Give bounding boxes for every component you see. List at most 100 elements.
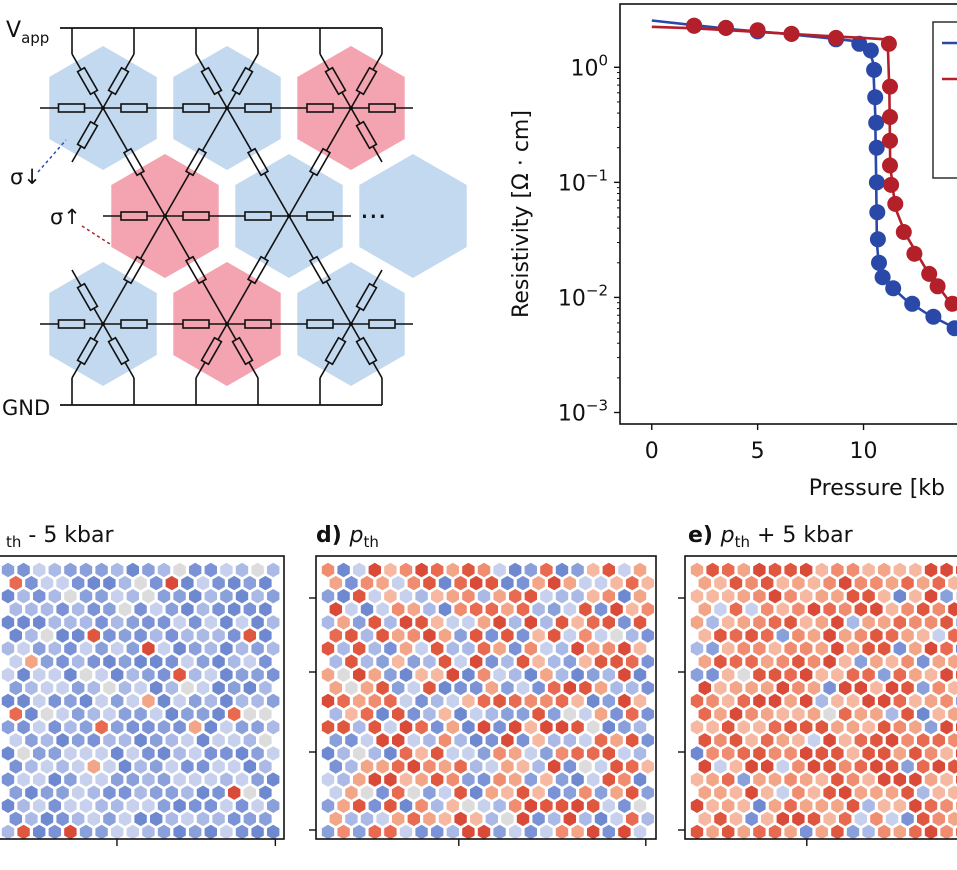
- lattice-site: [111, 824, 124, 839]
- lattice-site: [563, 759, 576, 774]
- lattice-site: [555, 641, 569, 656]
- lattice-site: [776, 575, 789, 591]
- lattice-site: [103, 759, 116, 774]
- lattice-site: [509, 720, 522, 735]
- lattice-site: [690, 562, 704, 578]
- lattice-site: [470, 785, 483, 800]
- lattice-site: [932, 654, 945, 669]
- lattice-site: [509, 589, 522, 604]
- lattice-site: [423, 654, 436, 669]
- lattice-site: [95, 746, 108, 761]
- lattice-site: [423, 602, 436, 617]
- lattice-site: [462, 667, 475, 682]
- lattice-site: [165, 811, 178, 827]
- lattice-site: [438, 785, 452, 800]
- lattice-site: [407, 706, 420, 722]
- wire: [288, 215, 315, 260]
- lattice-site: [831, 746, 844, 761]
- lattice-site: [854, 706, 867, 722]
- lattice-site: [111, 641, 124, 656]
- lattice-site: [909, 693, 922, 709]
- lattice-site: [641, 602, 654, 617]
- lattice-panel-at-threshold: d) pth: [309, 523, 657, 846]
- lattice-site: [706, 693, 719, 709]
- lattice-site: [150, 628, 163, 643]
- lattice-site: [360, 759, 374, 774]
- lattice-site: [753, 589, 766, 604]
- lattice-site: [540, 641, 553, 656]
- lattice-site: [745, 680, 758, 696]
- lattice-site: [321, 720, 335, 735]
- lattice-site: [477, 589, 491, 604]
- lattice-site: [243, 811, 256, 827]
- lattice-site: [862, 641, 875, 656]
- lattice-site: [524, 720, 537, 735]
- lattice-site: [259, 706, 272, 722]
- lattice-site: [729, 706, 743, 722]
- lattice-site: [501, 680, 514, 696]
- lattice-site: [368, 772, 381, 787]
- lattice-site: [610, 759, 623, 774]
- lattice-site: [571, 772, 584, 787]
- lattice-site: [189, 772, 202, 787]
- lattice-site: [784, 693, 797, 709]
- lattice-site: [360, 811, 374, 827]
- lattice-site: [399, 667, 413, 682]
- lattice-site: [150, 575, 163, 591]
- lattice-site: [548, 785, 561, 800]
- lattice-site: [79, 772, 93, 787]
- lattice-site: [64, 589, 77, 604]
- lattice-site: [228, 811, 241, 827]
- lattice-site: [181, 706, 194, 722]
- lattice-site: [95, 798, 108, 813]
- lattice-site: [337, 693, 350, 709]
- lattice-site: [753, 693, 766, 709]
- lattice-site: [95, 693, 108, 709]
- lattice-site: [454, 811, 467, 827]
- lattice-site: [267, 667, 280, 682]
- lattice-site: [56, 733, 69, 748]
- lattice-site: [776, 733, 789, 748]
- lattice-site: [594, 811, 608, 827]
- lattice-site: [571, 720, 584, 735]
- lattice-site: [571, 667, 584, 682]
- lattice-site: [126, 720, 139, 735]
- lattice-site: [353, 720, 366, 735]
- lattice-site: [768, 824, 782, 839]
- lattice-site: [485, 811, 498, 827]
- lattice-site: [259, 628, 272, 643]
- lattice-site: [722, 824, 735, 839]
- lattice-site: [745, 575, 758, 591]
- lattice-site: [940, 824, 953, 839]
- lattice-site: [893, 667, 906, 682]
- lattice-site: [509, 746, 522, 761]
- lattice-site: [610, 785, 623, 800]
- lattice-site: [823, 628, 836, 643]
- wire: [93, 307, 104, 325]
- lattice-site: [714, 811, 727, 827]
- lattice-site: [610, 575, 623, 591]
- lattice-site: [454, 759, 467, 774]
- lattice-site: [940, 693, 953, 709]
- wire: [102, 323, 113, 341]
- lattice-site: [321, 772, 335, 787]
- lattice-site: [626, 733, 639, 748]
- lattice-site: [384, 615, 397, 630]
- lattice-site: [846, 693, 860, 709]
- lattice-site: [870, 680, 883, 696]
- lattice-site: [885, 733, 899, 748]
- lattice-site: [87, 785, 100, 800]
- lattice-site: [493, 693, 506, 709]
- lattice-site: [376, 785, 389, 800]
- lattice-panel-above-threshold: e) pth + 5 kbar: [678, 523, 957, 846]
- lattice-site: [360, 733, 374, 748]
- lattice-site: [142, 615, 155, 630]
- lattice-site: [111, 667, 124, 682]
- lattice-site: [48, 693, 61, 709]
- lattice-site: [823, 811, 836, 827]
- lattice-site: [321, 589, 335, 604]
- lattice-site: [423, 575, 436, 591]
- lattice-site: [126, 641, 139, 656]
- lattice-site: [40, 680, 54, 696]
- lattice-site: [698, 706, 711, 722]
